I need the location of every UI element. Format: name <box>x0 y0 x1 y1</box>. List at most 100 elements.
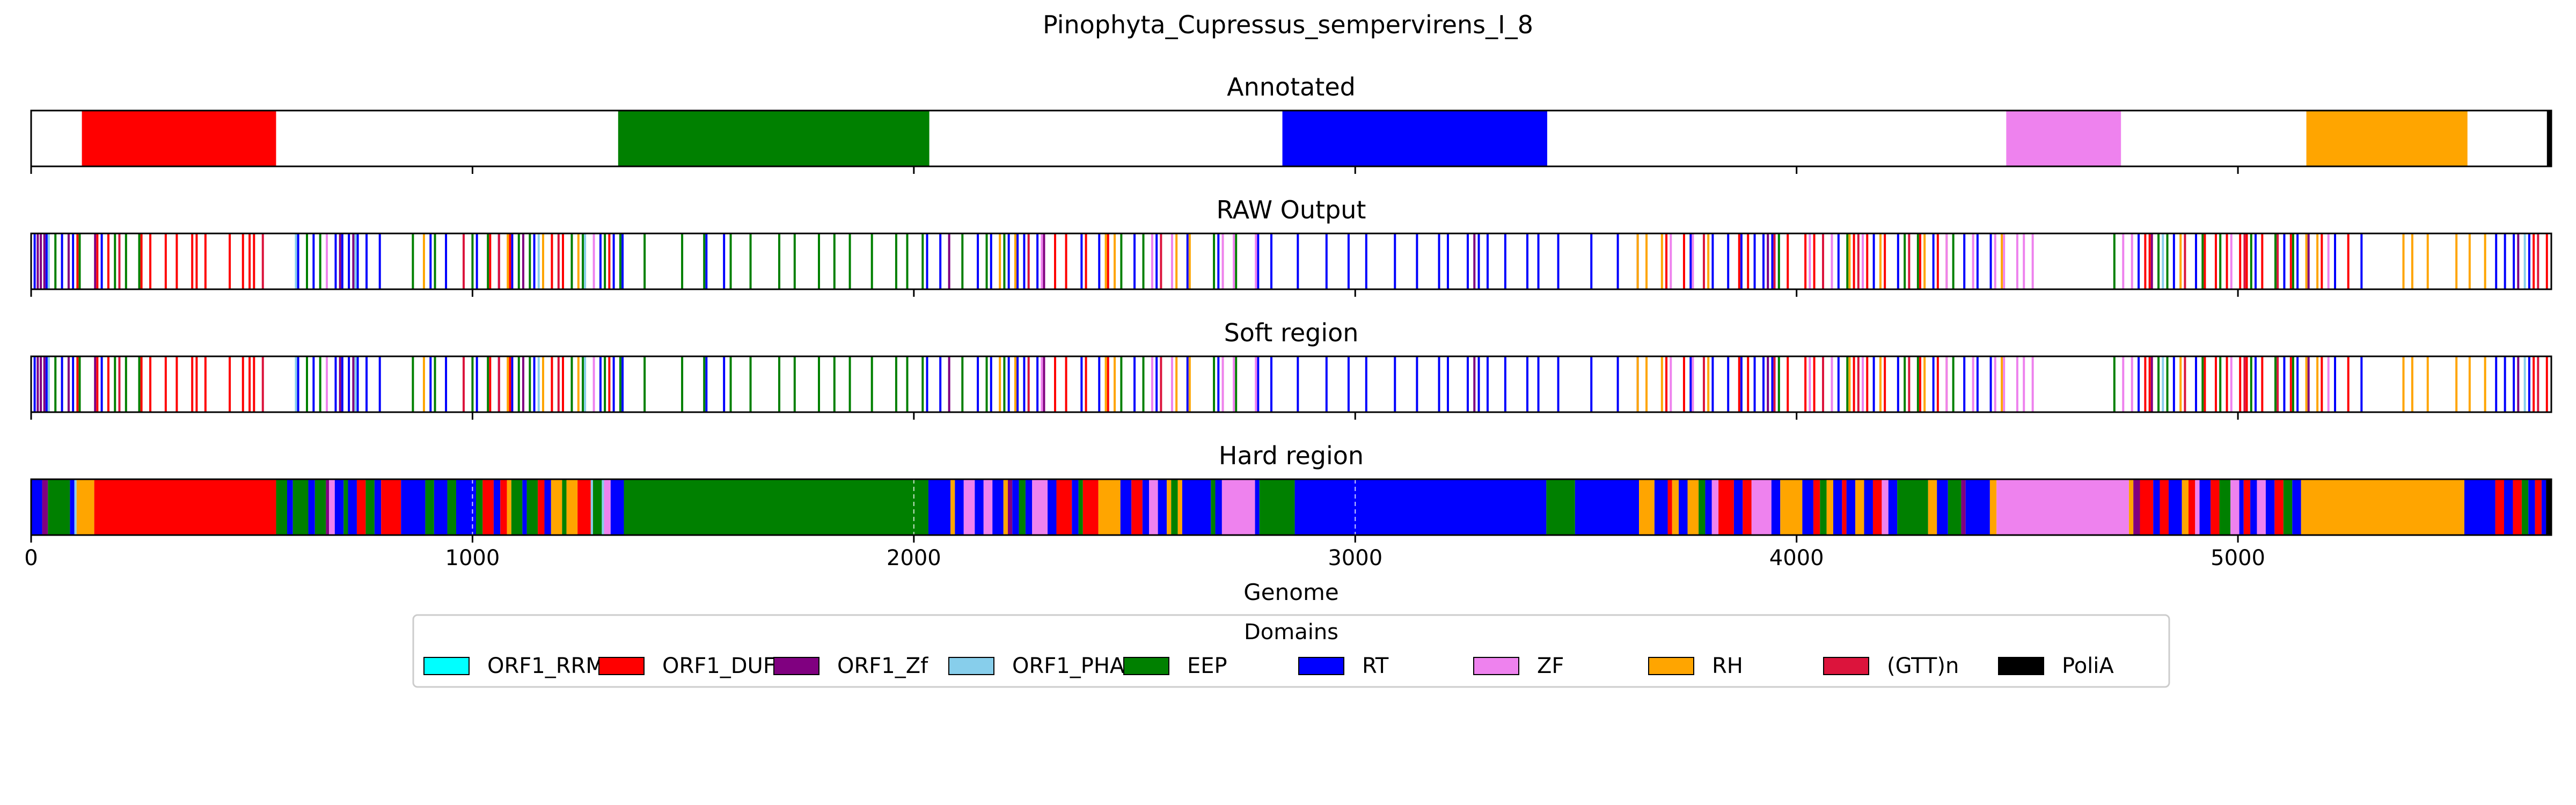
legend-label-rh: RH <box>1712 654 1743 678</box>
hard-segment-orf1-zf <box>326 479 330 535</box>
hard-segment-rt <box>975 479 984 535</box>
legend-swatch-polia <box>1998 657 2044 675</box>
panel-hard-region-title: Hard region <box>1219 441 1364 470</box>
hard-segment-zf <box>983 479 993 535</box>
hard-segment-rt <box>1012 479 1019 535</box>
hard-segment-rt <box>544 479 551 535</box>
legend-swatch-orf1-rrm <box>423 657 470 675</box>
legend-swatch-rt <box>1298 657 1344 675</box>
hard-segment-rt <box>401 479 426 535</box>
panel-annotated-marks <box>82 111 2551 166</box>
panel-annotated: Annotated <box>30 72 2552 174</box>
hard-segment-zf <box>329 479 335 535</box>
hard-segment-rt <box>955 479 964 535</box>
hard-segment-orf1-duf <box>482 479 494 535</box>
hard-segment-rh <box>2182 479 2189 535</box>
legend-swatch-orf1-duf <box>598 657 645 675</box>
hard-segment-rh <box>1780 479 1803 535</box>
hard-segment-eep <box>526 479 538 535</box>
hard-segment-rh <box>1177 479 1182 535</box>
annotated-segment-rt <box>1282 111 1547 166</box>
hard-segment-eep <box>1211 479 1216 535</box>
hard-segment-rt <box>434 479 448 535</box>
hard-segment-rh <box>1639 479 1655 535</box>
hard-segment-orf1-zf <box>42 479 48 535</box>
hard-segment-orf1-duf <box>94 479 276 535</box>
hard-segment-orf1-duf <box>2535 479 2542 535</box>
hard-segment-eep <box>447 479 456 535</box>
hard-segment-rh <box>551 479 562 535</box>
hard-segment-rh <box>2301 479 2464 535</box>
hard-segment-zf <box>1996 479 2129 535</box>
hard-segment-rt <box>456 479 476 535</box>
annotated-segment-eep <box>618 111 930 166</box>
legend-label-gtt-n: (GTT)n <box>1887 654 1959 678</box>
hard-segment-rt <box>2153 479 2160 535</box>
hard-segment-orf1-duf <box>1842 479 1847 535</box>
hard-segment-rt <box>2199 479 2211 535</box>
annotated-segment-orf1-duf <box>82 111 276 166</box>
hard-segment-orf1-duf <box>2274 479 2284 535</box>
panel-hard-region-ticks: 0 1000 2000 3000 4000 5000 <box>24 535 2265 570</box>
hard-segment-rt <box>1575 479 1640 535</box>
hard-segment-eep <box>2283 479 2293 535</box>
hard-segment-rt <box>1833 479 1842 535</box>
hard-segment-zf <box>1149 479 1158 535</box>
hard-segment-orf1-duf <box>1813 479 1820 535</box>
legend-label-orf1-zf: ORF1_Zf <box>837 654 928 678</box>
hard-segment-rt <box>2168 479 2182 535</box>
hard-segment-rt <box>1802 479 1813 535</box>
legend-swatch-gtt-n <box>1823 657 1869 675</box>
hard-segment-eep <box>1019 479 1026 535</box>
legend-swatch-rh <box>1648 657 1694 675</box>
panel-hard-region: Hard region 0 1000 2000 3000 4000 5000 <box>24 441 2552 570</box>
legend-entries: ORF1_RRM ORF1_DUF ORF1_Zf ORF1_PHA EEP RT ZF RH… <box>423 654 2114 678</box>
panel-raw-output-marks <box>33 233 2548 289</box>
hard-segment-rh <box>1928 479 1937 535</box>
hard-segment-rt <box>1025 479 1033 535</box>
chart-title: Pinophyta_Cupressus_sempervirens_I_8 <box>1043 10 1533 39</box>
hard-segment-zf <box>1751 479 1772 535</box>
panel-annotated-title: Annotated <box>1227 72 1356 101</box>
hard-segment-orf1-duf <box>1718 479 1734 535</box>
hard-segment-zf <box>604 479 611 535</box>
legend-swatch-orf1-pha <box>948 657 994 675</box>
panel-soft-region-marks <box>33 356 2548 412</box>
panel-annotated-frame <box>30 109 2552 167</box>
hard-segment-rt <box>1937 479 1948 535</box>
hard-segment-rh <box>1167 479 1172 535</box>
hard-segment-rt <box>31 479 42 535</box>
hard-segment-rt <box>1120 479 1132 535</box>
hard-segment-orf1-duf <box>381 479 401 535</box>
hard-segment-rt <box>1255 479 1260 535</box>
hard-segment-rt <box>1182 479 1211 535</box>
annotated-segment-zf <box>2006 111 2121 166</box>
hard-segment-rt <box>928 479 951 535</box>
hard-segment-orf1-duf <box>1743 479 1752 535</box>
hard-segment-eep <box>2521 479 2529 535</box>
hard-segment-eep <box>1546 479 1575 535</box>
hard-segment-rh <box>2128 479 2134 535</box>
hard-segment-orf1-duf <box>577 479 591 535</box>
hard-segment-eep <box>1699 479 1706 535</box>
hard-segment-orf1-duf <box>500 479 507 535</box>
x-tick-label: 3000 <box>1328 546 1382 570</box>
hard-segment-rt <box>2239 479 2244 535</box>
hard-segment-orf1-pha <box>602 479 604 535</box>
hard-segment-orf1-duf <box>2160 479 2169 535</box>
legend-label-orf1-duf: ORF1_DUF <box>662 654 775 678</box>
panel-raw-output-ticks <box>30 289 2239 297</box>
panel-annotated-ticks <box>30 166 2239 174</box>
hard-segment-orf1-duf <box>2495 479 2504 535</box>
legend-label-eep: EEP <box>1187 654 1227 678</box>
hard-segment-rt <box>1215 479 1222 535</box>
legend-swatch-eep <box>1123 657 1169 675</box>
legend-label-orf1-rrm: ORF1_RRM <box>487 654 604 678</box>
hard-segment-zf <box>2195 479 2200 535</box>
hard-segment-orf1-duf <box>2188 479 2196 535</box>
hard-segment-rt <box>2250 479 2257 535</box>
hard-segment-eep <box>1897 479 1928 535</box>
hard-segment-orf1-duf <box>2211 479 2220 535</box>
hard-segment-rt <box>70 479 75 535</box>
